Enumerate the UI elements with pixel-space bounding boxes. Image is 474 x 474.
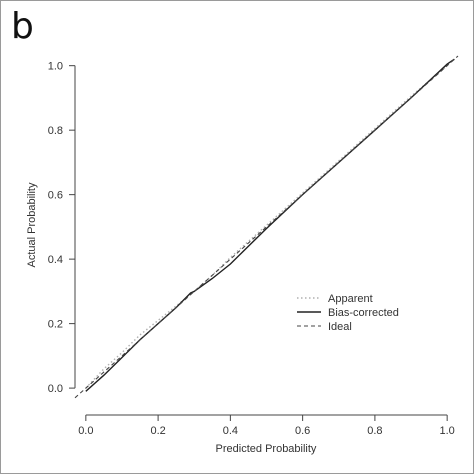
legend-label: Bias-corrected (328, 307, 399, 319)
y-tick-label: 1.0 (48, 61, 63, 73)
axes: 0.0 0.2 0.4 0.6 0.8 1.0 0.0 0.2 0.4 0.6 0.8 1.0 (48, 61, 455, 437)
x-tick-label: 0.6 (295, 425, 310, 437)
legend-label: Apparent (328, 293, 373, 305)
y-tick-label: 0.8 (48, 125, 63, 137)
legend-label: Ideal (328, 321, 352, 333)
x-tick-label: 0.8 (367, 425, 382, 437)
y-tick-label: 0.2 (48, 319, 63, 331)
legend: Apparent Bias-corrected Ideal (297, 293, 399, 333)
y-tick-label: 0.4 (48, 254, 63, 266)
y-tick-label: 0.6 (48, 190, 63, 202)
series-lines (74, 55, 459, 399)
x-tick-label: 0.2 (150, 425, 165, 437)
x-axis-label: Predicted Probability (216, 443, 317, 455)
series-line-ideal (74, 55, 459, 399)
panel-label: b (11, 6, 34, 47)
x-tick-label: 0.4 (223, 425, 238, 437)
x-tick-label: 0.0 (78, 425, 93, 437)
series-line-bias-corrected (85, 58, 455, 392)
y-tick-label: 0.0 (48, 383, 63, 395)
x-tick-label: 1.0 (440, 425, 455, 437)
series-line-apparent (85, 65, 448, 389)
y-axis-label: Actual Probability (26, 182, 38, 267)
